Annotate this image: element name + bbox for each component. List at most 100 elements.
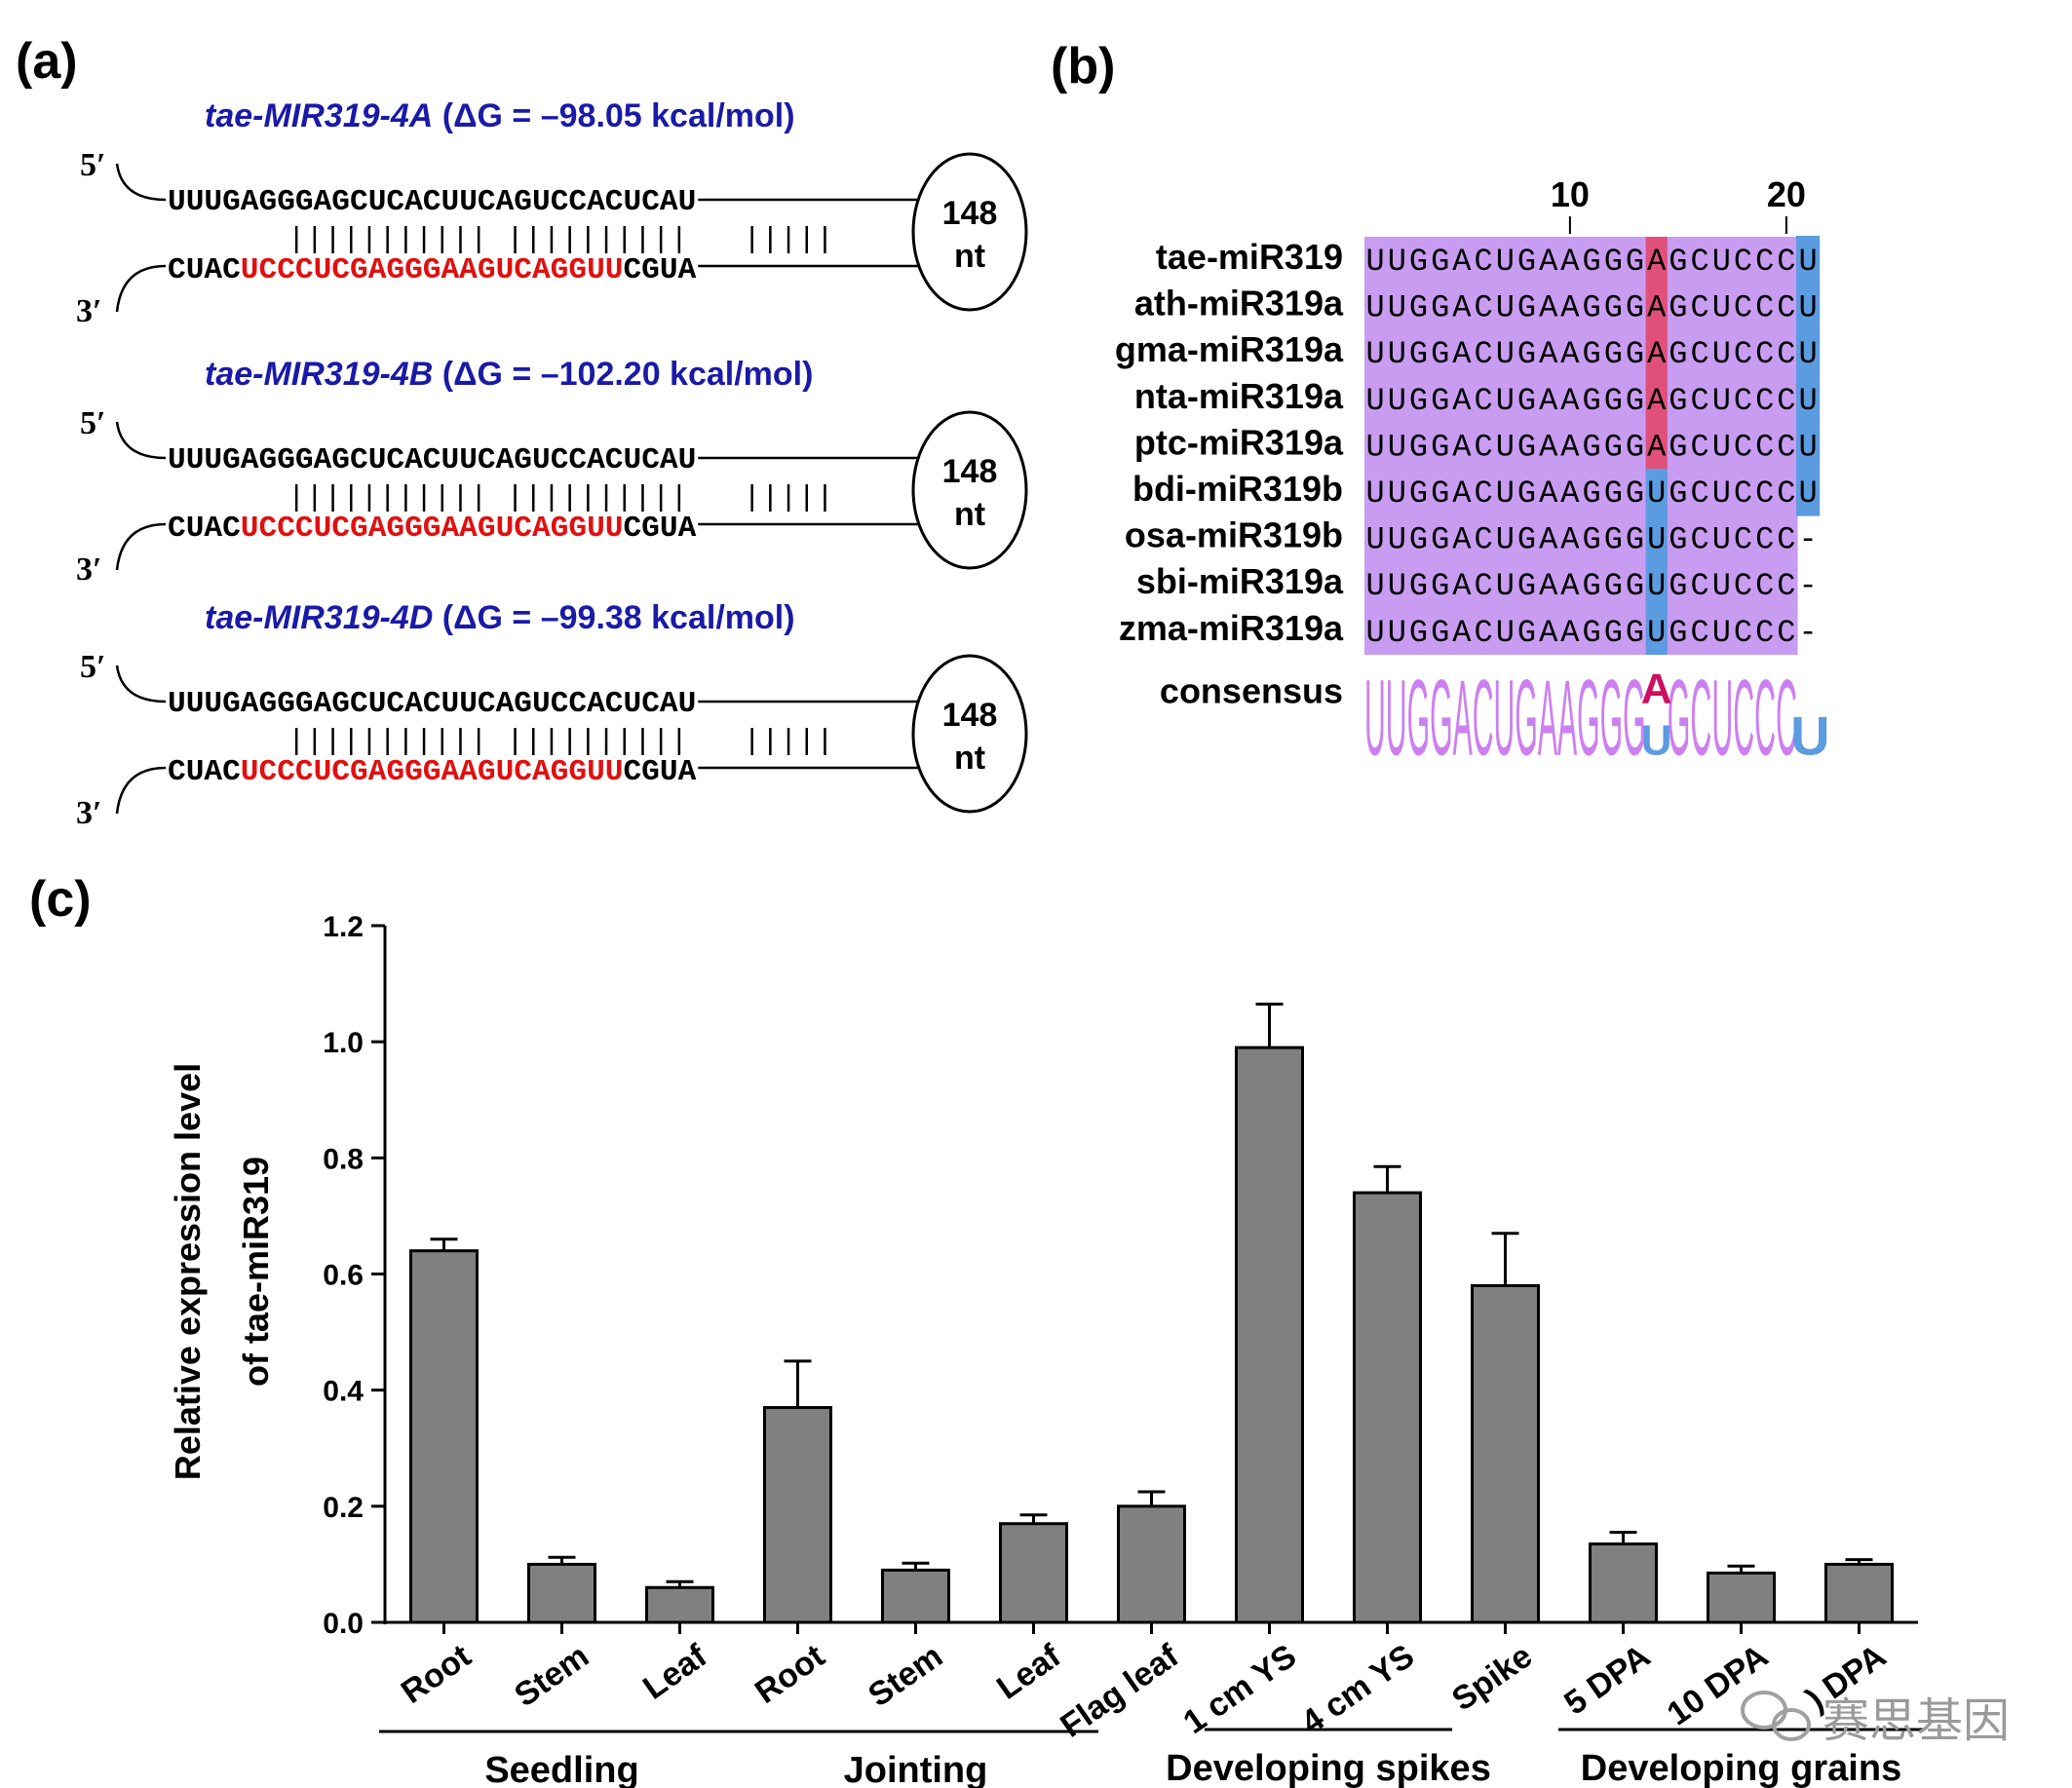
residue-cell bbox=[1429, 283, 1452, 330]
residue-cell bbox=[1407, 469, 1431, 516]
loop-unit: nt bbox=[954, 238, 985, 275]
residue-cell bbox=[1775, 561, 1798, 609]
residue: C bbox=[1755, 244, 1774, 280]
residue-cell bbox=[1558, 283, 1582, 330]
residue-cell bbox=[1753, 607, 1777, 655]
residue-cell bbox=[1429, 237, 1452, 285]
five-prime-arm bbox=[115, 163, 167, 202]
hairpin-panel: tae-MIR319-4A (ΔG = –98.05 kcal/mol) 5′ 3′… bbox=[76, 97, 1028, 831]
x-tick-label: Root bbox=[748, 1637, 831, 1711]
residue: C bbox=[1755, 615, 1774, 651]
x-tick-label: Leaf bbox=[636, 1637, 714, 1707]
residue: C bbox=[1690, 383, 1708, 419]
residue: A bbox=[1560, 615, 1580, 651]
residue-cell bbox=[1386, 237, 1408, 285]
residue: G bbox=[1409, 522, 1428, 558]
species-name: bdi-miR319b bbox=[1132, 469, 1343, 509]
residue-cell bbox=[1645, 375, 1669, 423]
residue: A bbox=[1539, 429, 1558, 465]
residue: C bbox=[1690, 290, 1708, 326]
three-prime-arm bbox=[115, 264, 167, 313]
residue-cell bbox=[1450, 375, 1474, 423]
residue-cell bbox=[1775, 469, 1798, 516]
bar bbox=[1589, 1542, 1658, 1624]
residue-cell bbox=[1602, 237, 1625, 285]
residue-cell bbox=[1364, 514, 1387, 562]
residue: G bbox=[1431, 476, 1449, 512]
residue-cell bbox=[1667, 514, 1690, 562]
x-tick-label: 1 cm YS bbox=[1176, 1637, 1303, 1741]
residue: G bbox=[1582, 336, 1600, 372]
bottom-prefix: CUAC bbox=[168, 512, 241, 546]
residue: U bbox=[1712, 290, 1731, 326]
residue: G bbox=[1431, 615, 1449, 651]
five-prime-arm bbox=[115, 665, 167, 704]
residue: A bbox=[1560, 290, 1580, 326]
alignment-row: gma-miR319a U U G G A C U G A A G G G A G C U C C C U bbox=[1115, 329, 1820, 377]
position-label: 20 bbox=[1767, 174, 1806, 214]
residue-cell bbox=[1581, 469, 1603, 516]
panel-label-a: (a) bbox=[16, 33, 78, 90]
mature-mirna: UCCCUCGAGGGAAGUCAGGUU bbox=[241, 253, 624, 287]
residue: U bbox=[1798, 244, 1817, 280]
residue-cell bbox=[1429, 469, 1452, 516]
residue: U bbox=[1712, 336, 1731, 372]
residue-cell bbox=[1689, 375, 1711, 423]
residue-cell bbox=[1386, 469, 1408, 516]
residue-cell bbox=[1775, 237, 1798, 285]
residue: A bbox=[1539, 383, 1558, 419]
residue: U bbox=[1712, 429, 1731, 465]
residue: U bbox=[1388, 568, 1406, 604]
residue-cell bbox=[1494, 283, 1516, 330]
residue: U bbox=[1365, 290, 1384, 326]
residue: G bbox=[1604, 336, 1623, 372]
x-tick-label: 10 DPA bbox=[1661, 1637, 1775, 1732]
residue-cell bbox=[1494, 375, 1516, 423]
residue-cell bbox=[1494, 329, 1516, 377]
residue-cell bbox=[1450, 514, 1474, 562]
residue-cell bbox=[1450, 607, 1474, 655]
terminal-loop bbox=[911, 410, 1028, 570]
species-name: zma-miR319a bbox=[1119, 608, 1344, 648]
residue: C bbox=[1690, 522, 1708, 558]
residue-cell bbox=[1450, 469, 1474, 516]
residue-cell bbox=[1581, 329, 1603, 377]
residue-cell bbox=[1558, 561, 1582, 609]
residue: - bbox=[1798, 522, 1817, 558]
residue-cell bbox=[1364, 375, 1387, 423]
residue: U bbox=[1388, 290, 1406, 326]
loop-size: 148 bbox=[942, 195, 998, 232]
x-tick-label: 5 DPA bbox=[1557, 1637, 1657, 1722]
residue: A bbox=[1647, 383, 1667, 419]
residue-cell bbox=[1516, 561, 1539, 609]
residue-cell bbox=[1407, 607, 1431, 655]
hairpin-1: tae-MIR319-4A (ΔG = –98.05 kcal/mol) 5′ 3′… bbox=[76, 97, 1028, 329]
bar bbox=[881, 1568, 950, 1624]
residue-cell bbox=[1753, 237, 1777, 285]
residue: A bbox=[1452, 244, 1472, 280]
residue-cell bbox=[1667, 561, 1690, 609]
residue: G bbox=[1517, 522, 1536, 558]
residue-cell bbox=[1689, 237, 1711, 285]
residue-cell bbox=[1645, 329, 1669, 377]
residue: C bbox=[1690, 336, 1708, 372]
residue: G bbox=[1409, 383, 1428, 419]
residue: C bbox=[1755, 383, 1774, 419]
residue: C bbox=[1777, 336, 1795, 372]
residue-cell bbox=[1494, 607, 1516, 655]
residue: U bbox=[1388, 429, 1406, 465]
residue-cell bbox=[1710, 422, 1733, 470]
residue-cell bbox=[1516, 422, 1539, 470]
residue-cell bbox=[1429, 514, 1452, 562]
residue-cell bbox=[1516, 283, 1539, 330]
residue-cell bbox=[1689, 469, 1711, 516]
residue-cell bbox=[1407, 375, 1431, 423]
residue-cell bbox=[1537, 422, 1560, 470]
residue: G bbox=[1517, 429, 1536, 465]
y-tick-label: 1.2 bbox=[323, 911, 364, 943]
residue: A bbox=[1452, 429, 1472, 465]
residue: A bbox=[1647, 429, 1667, 465]
residue-cell bbox=[1558, 329, 1582, 377]
residue: U bbox=[1798, 290, 1817, 326]
terminal-loop bbox=[911, 654, 1028, 814]
